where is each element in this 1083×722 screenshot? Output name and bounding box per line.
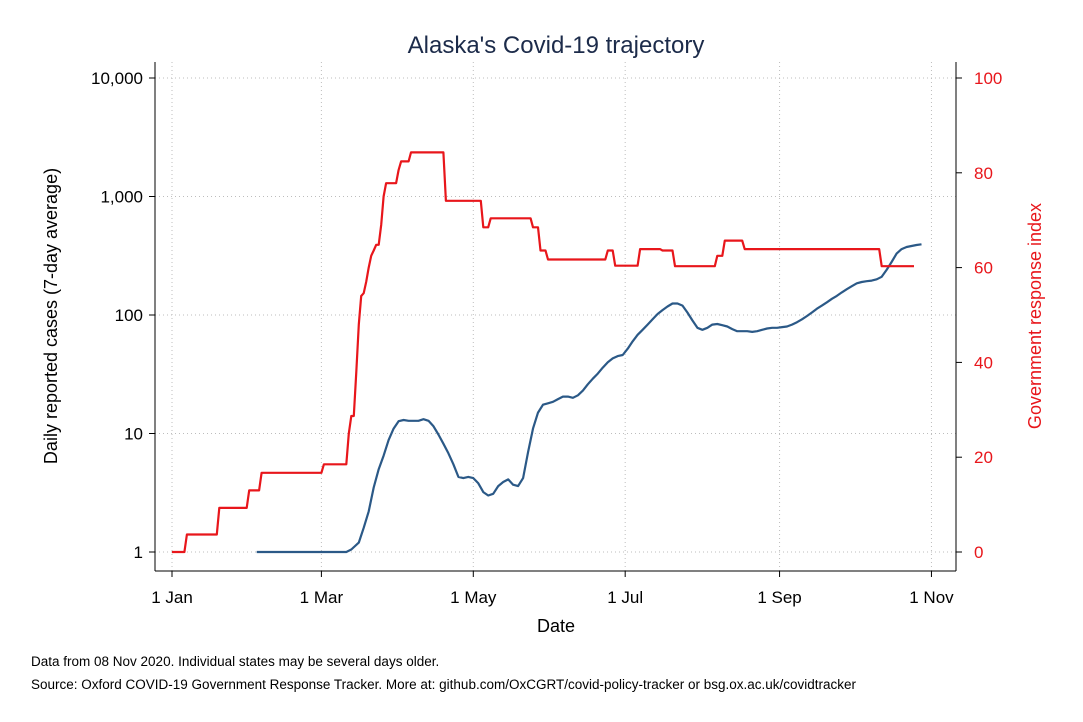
right-axis-label: Government response index	[1025, 203, 1045, 429]
right-tick-label: 0	[974, 543, 983, 562]
x-tick-label: 1 Sep	[757, 588, 801, 607]
source-note: Source: Oxford COVID-19 Government Respo…	[31, 677, 857, 692]
right-tick-label: 20	[974, 448, 993, 467]
x-axis-ticks: 1 Jan 1 Mar 1 May 1 Jul 1 Sep 1 Nov	[151, 571, 954, 607]
response-index-line	[172, 151, 914, 554]
data-date-note: Data from 08 Nov 2020. Individual states…	[31, 654, 440, 669]
right-tick-label: 100	[974, 69, 1002, 88]
x-tick-label: 1 Mar	[300, 588, 344, 607]
right-tick-label: 40	[974, 353, 993, 372]
right-tick-label: 60	[974, 259, 993, 278]
left-tick-label: 10	[124, 425, 143, 444]
axes	[154, 62, 957, 572]
left-tick-label: 1	[134, 543, 143, 562]
left-tick-label: 1,000	[100, 188, 143, 207]
x-tick-label: 1 Nov	[909, 588, 954, 607]
left-axis-label: Daily reported cases (7-day average)	[41, 168, 61, 464]
gridlines	[155, 62, 956, 571]
x-tick-label: 1 Jan	[151, 588, 193, 607]
cases-line	[256, 243, 922, 554]
left-tick-label: 100	[115, 306, 143, 325]
right-tick-label: 80	[974, 164, 993, 183]
x-axis-label: Date	[537, 616, 575, 636]
x-tick-label: 1 May	[450, 588, 497, 607]
left-tick-label: 10,000	[91, 69, 143, 88]
chart-title: Alaska's Covid-19 trajectory	[408, 32, 705, 59]
right-axis-ticks: 0 20 40 60 80 100	[956, 69, 1002, 562]
x-tick-label: 1 Jul	[607, 588, 643, 607]
left-axis-ticks: 1 10 100 1,000 10,000	[91, 69, 155, 562]
series-layer	[172, 151, 922, 554]
